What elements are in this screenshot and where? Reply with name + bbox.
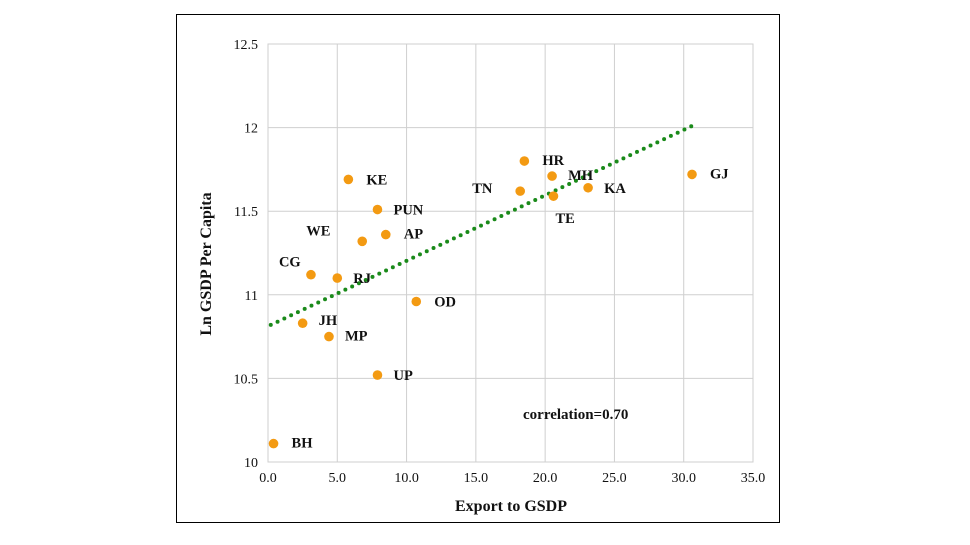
point-label-mh: MH — [568, 168, 594, 184]
x-tick-label: 5.0 — [329, 471, 347, 486]
data-point-up — [372, 370, 383, 380]
data-point-mp — [324, 331, 334, 342]
chart-frame: 0.0 5.0 10.0 15.0 20.0 25.0 30.0 35.0 10 10.5 11 1… — [176, 14, 780, 523]
x-tick-label: 20.0 — [533, 471, 558, 486]
x-axis-title: Export to GSDP — [455, 498, 567, 515]
data-point-jh — [297, 318, 308, 329]
point-label-cg: CG — [279, 255, 301, 271]
point-label-ap: AP — [404, 227, 423, 243]
data-point-bh — [268, 438, 279, 449]
x-tick-label: 15.0 — [464, 471, 489, 486]
point-label-ke: KE — [366, 172, 387, 188]
point-label-we: WE — [306, 223, 330, 239]
data-point-tn — [515, 186, 525, 196]
data-point-rj — [332, 273, 343, 283]
x-tick-label: 0.0 — [259, 471, 277, 486]
point-label-od: OD — [434, 294, 456, 310]
point-label-pun: PUN — [393, 203, 423, 219]
point-label-bh: BH — [292, 436, 314, 452]
grid — [267, 43, 754, 463]
x-tick-label: 10.0 — [394, 471, 419, 486]
point-label-jh: JH — [319, 313, 338, 329]
correlation-annotation: correlation=0.70 — [523, 407, 628, 423]
y-tick-label: 12 — [244, 122, 258, 137]
point-label-ka: KA — [604, 181, 626, 197]
data-point-mh — [547, 171, 557, 181]
data-point-ke — [343, 174, 354, 185]
point-label-mp: MP — [345, 329, 368, 345]
data-point-pun — [372, 204, 383, 215]
point-label-tn: TN — [472, 181, 493, 197]
point-label-te: TE — [555, 211, 574, 227]
trendline — [268, 123, 695, 327]
point-label-hr: HR — [542, 153, 564, 169]
y-tick-labels: 10 10.5 11 11.5 12 12.5 — [234, 38, 259, 471]
y-axis-title: Ln GSDP Per Capita — [198, 192, 215, 335]
data-point-ap — [380, 229, 391, 240]
scatter-chart: 0.0 5.0 10.0 15.0 20.0 25.0 30.0 35.0 1010.5111… — [198, 38, 765, 515]
y-tick-label: 11 — [245, 289, 258, 304]
data-point-od — [411, 296, 422, 307]
x-tick-label: 30.0 — [671, 471, 696, 486]
plot-border — [267, 43, 754, 463]
data-point-gj — [687, 169, 697, 180]
data-points — [268, 156, 697, 449]
x-tick-label: 35.0 — [741, 471, 766, 486]
x-tick-label: 25.0 — [602, 471, 627, 486]
y-tick-label: 10 — [244, 456, 258, 471]
data-point-hr — [519, 156, 530, 166]
x-tick-labels: 0.0 5.0 10.0 15.0 20.0 25.0 30.0 35.0 — [259, 471, 765, 486]
point-label-up: UP — [393, 368, 412, 384]
data-point-we — [357, 236, 368, 247]
y-tick-label: 10.5 — [234, 372, 259, 387]
data-point-ka — [583, 182, 593, 193]
data-point-cg — [306, 269, 316, 280]
point-label-rj: RJ — [353, 271, 371, 287]
data-point-te — [548, 191, 559, 201]
y-tick-label: 11.5 — [234, 205, 258, 220]
y-tick-label: 12.5 — [234, 38, 259, 53]
trendline-dotted — [268, 123, 695, 327]
point-label-gj: GJ — [710, 166, 729, 182]
